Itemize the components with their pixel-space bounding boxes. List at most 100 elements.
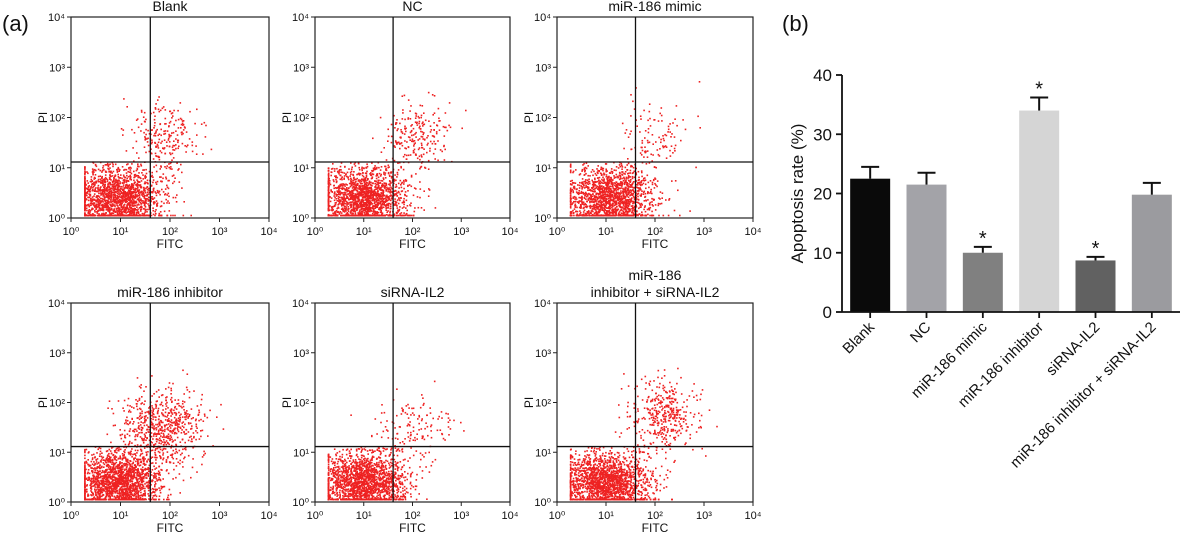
flow-event-point — [376, 195, 378, 197]
flow-event-point — [418, 138, 421, 140]
flow-event-point — [586, 194, 589, 196]
flow-event-point — [377, 181, 379, 184]
flow-event-point — [114, 204, 116, 206]
flow-event-point — [407, 185, 409, 187]
flow-event-point — [427, 195, 430, 197]
flow-event-point — [327, 206, 330, 209]
flow-event-point — [84, 181, 86, 184]
flow-event-point — [380, 214, 383, 217]
flow-event-point — [651, 192, 653, 195]
flow-event-point — [342, 204, 345, 206]
flow-event-point — [355, 178, 357, 181]
flow-event-point — [360, 207, 363, 210]
flow-event-point — [95, 204, 98, 207]
flow-event-point — [377, 176, 380, 179]
flow-event-point — [108, 198, 111, 200]
flow-event-point — [119, 193, 121, 195]
flow-event-point — [180, 118, 183, 121]
flow-event-point — [344, 209, 346, 212]
flow-event-point — [654, 204, 657, 206]
flow-event-point — [641, 204, 643, 206]
flow-event-point — [135, 200, 137, 203]
flow-event-point — [585, 213, 588, 215]
flow-event-point — [571, 188, 574, 191]
flow-event-point — [115, 214, 118, 217]
flow-event-point — [594, 200, 597, 203]
flow-event-point — [88, 209, 91, 211]
flow-event-point — [125, 209, 127, 211]
flow-event-point — [390, 199, 392, 202]
flow-event-point — [589, 175, 591, 177]
flow-event-point — [99, 201, 102, 204]
flow-event-point — [342, 187, 344, 189]
flow-event-point — [381, 212, 384, 214]
flow-event-point — [615, 191, 618, 193]
flow-event-point — [154, 115, 156, 117]
flow-event-point — [410, 125, 412, 127]
flow-event-point — [345, 200, 348, 203]
flow-event-point — [152, 158, 155, 160]
flow-event-point — [434, 148, 437, 150]
flow-event-point — [186, 144, 189, 146]
flow-event-point — [91, 196, 94, 198]
flow-event-point — [391, 187, 393, 190]
flow-event-point — [400, 166, 402, 169]
flow-event-point — [358, 199, 361, 201]
flow-event-point — [362, 175, 365, 178]
flow-event-point — [385, 204, 388, 207]
flow-event-point — [112, 203, 114, 205]
flow-event-point — [146, 179, 149, 182]
flow-event-point — [363, 187, 365, 190]
flow-event-point — [130, 207, 133, 209]
flow-event-point — [113, 189, 116, 191]
flow-event-point — [626, 182, 629, 184]
flow-event-point — [118, 185, 120, 187]
flow-event-point — [101, 181, 104, 184]
flow-event-point — [364, 187, 367, 190]
flow-event-point — [374, 207, 376, 209]
flow-event-point — [653, 198, 655, 201]
flow-event-point — [161, 180, 163, 183]
flow-event-point — [84, 178, 86, 180]
flow-event-point — [125, 187, 128, 189]
flow-event-point — [596, 198, 599, 201]
flow-event-point — [92, 213, 94, 215]
flow-event-point — [162, 177, 164, 180]
flow-event-point — [398, 191, 400, 194]
flow-event-point — [628, 180, 630, 182]
flow-event-point — [111, 185, 114, 188]
flow-event-point — [122, 184, 125, 186]
flow-event-point — [341, 207, 344, 210]
flow-event-point — [380, 173, 382, 176]
flow-event-point — [355, 208, 358, 210]
flow-event-point — [391, 198, 393, 200]
flow-event-point — [122, 129, 125, 131]
flow-event-point — [640, 202, 643, 205]
flow-event-point — [573, 208, 576, 210]
flow-event-point — [190, 214, 192, 217]
flow-event-point — [132, 188, 135, 191]
flow-event-point — [372, 206, 374, 208]
flow-event-point — [400, 197, 402, 199]
flow-event-point — [358, 210, 361, 213]
flow-event-point — [365, 193, 368, 196]
flow-event-point — [92, 183, 95, 186]
flow-event-point — [85, 194, 88, 197]
flow-event-point — [363, 167, 365, 169]
flow-event-point — [103, 196, 106, 198]
flow-event-point — [397, 211, 399, 213]
flow-event-point — [383, 204, 386, 206]
flow-event-point — [381, 202, 384, 205]
flow-event-point — [102, 192, 104, 195]
flow-event-point — [366, 190, 368, 193]
flow-event-point — [120, 206, 123, 209]
flow-event-point — [106, 179, 109, 181]
flow-event-point — [121, 213, 124, 215]
flow-event-point — [365, 194, 367, 197]
flow-event-point — [85, 207, 88, 210]
flow-event-point — [597, 169, 599, 172]
flow-event-point — [133, 170, 135, 173]
flow-event-point — [150, 200, 152, 202]
flow-event-point — [339, 211, 342, 213]
flow-event-point — [423, 132, 425, 134]
